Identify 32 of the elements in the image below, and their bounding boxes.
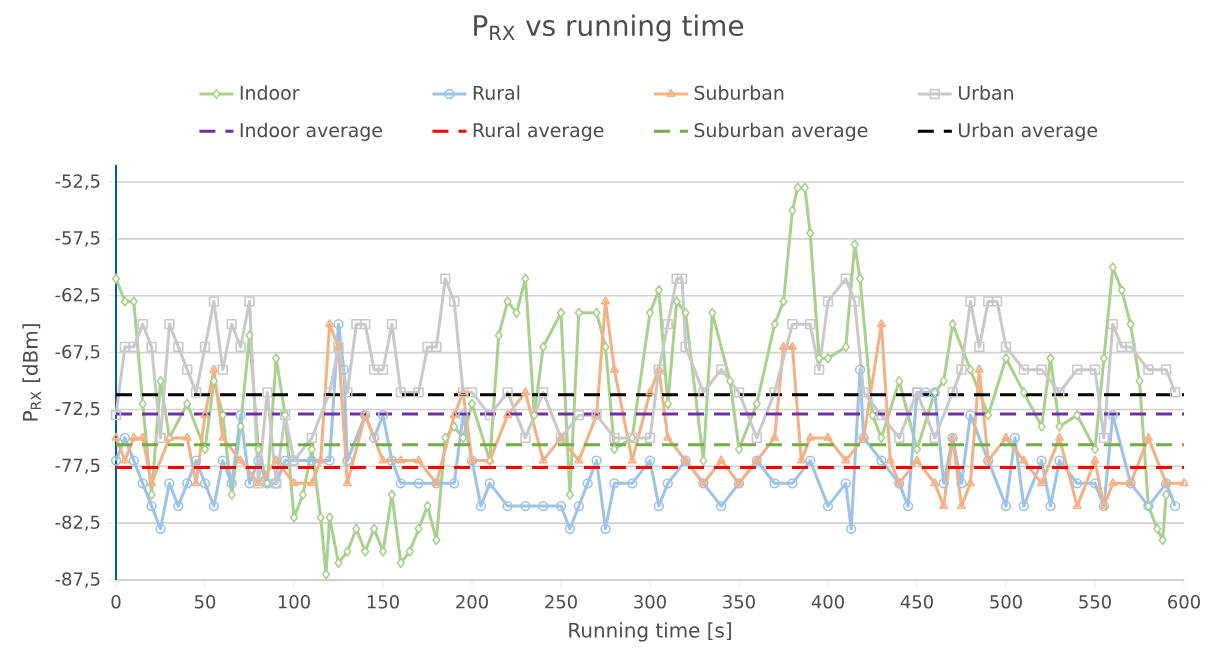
- x-tick-label: 450: [900, 595, 933, 609]
- x-tick-label: 600: [1168, 595, 1200, 609]
- legend-label: Rural average: [473, 122, 604, 141]
- x-tick-label: 250: [545, 595, 577, 609]
- y-tick-label: -67,5: [55, 344, 100, 361]
- legend-label: Suburban: [694, 85, 784, 100]
- x-tick-label: 300: [634, 595, 666, 609]
- y-tick-label: -62,5: [55, 288, 100, 304]
- x-tick-label: 400: [811, 595, 844, 609]
- x-axis-title: Running time [s]: [569, 622, 731, 642]
- x-tick-label: 500: [990, 595, 1022, 609]
- y-tick-label: -82,5: [55, 515, 100, 531]
- legend-label: Urban average: [958, 122, 1098, 141]
- x-tick-label: 50: [194, 595, 216, 609]
- x-tick-label: 0: [111, 595, 121, 609]
- x-tick-label: 350: [723, 595, 755, 609]
- y-tick-label: -87,5: [55, 572, 100, 588]
- x-tick-label: 100: [278, 595, 310, 609]
- y-tick-label: -57,5: [55, 231, 100, 247]
- y-tick-label: -52,5: [55, 174, 100, 190]
- y-axis-title: P$_{RX}$ [dBm]: [22, 324, 41, 421]
- chart-title: P$_{RX}$ vs running time: [474, 14, 744, 42]
- legend-label: Urban: [958, 85, 1013, 100]
- y-tick-label: -77,5: [55, 458, 100, 474]
- x-tick-label: 200: [456, 595, 488, 609]
- x-tick-label: 550: [1079, 595, 1111, 609]
- legend-label: Suburban average: [694, 122, 868, 141]
- x-tick-label: 150: [367, 595, 399, 609]
- legend-label: Indoor: [240, 85, 300, 100]
- y-tick-label: -72,5: [55, 401, 100, 418]
- legend-label: Rural: [473, 85, 520, 100]
- legend-label: Indoor average: [240, 122, 382, 141]
